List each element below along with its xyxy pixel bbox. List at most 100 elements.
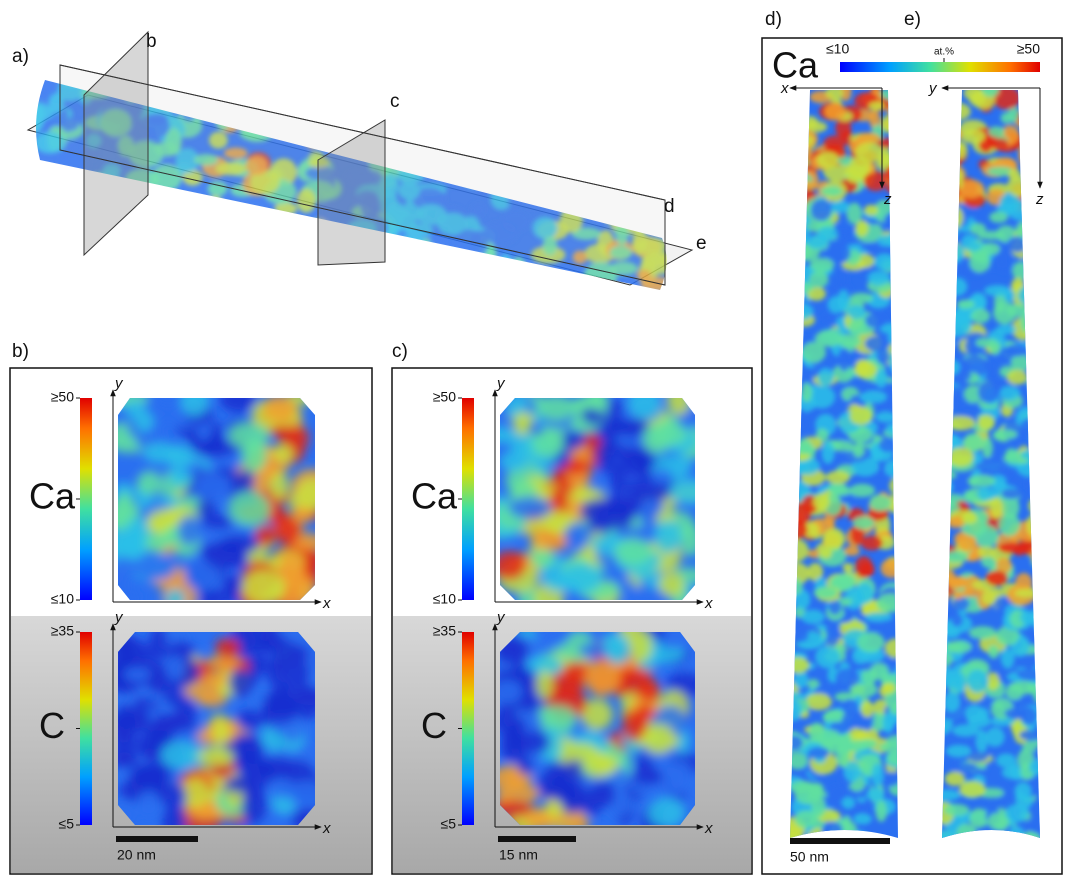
heatmap-blob xyxy=(836,270,848,287)
heatmap-blob xyxy=(285,70,318,86)
heatmap-blob xyxy=(432,261,465,289)
heatmap-blob xyxy=(565,115,581,134)
scale-bar xyxy=(116,836,198,842)
heatmap-blob xyxy=(614,538,652,566)
heatmap-blob xyxy=(419,260,435,274)
heatmap-blob xyxy=(260,242,275,256)
heatmap-blob xyxy=(637,140,656,156)
heatmap-blob xyxy=(811,796,825,818)
heatmap-blob xyxy=(660,633,686,648)
heatmap-blob xyxy=(790,780,813,793)
heatmap-blob xyxy=(532,431,564,457)
heatmap-blob xyxy=(297,81,311,98)
heatmap-blob xyxy=(119,261,146,274)
heatmap-blob xyxy=(825,103,846,121)
heatmap-blob xyxy=(561,563,602,593)
heatmap-blob xyxy=(855,556,873,578)
heatmap-blob xyxy=(581,145,613,170)
element-label: Ca xyxy=(772,45,819,86)
heatmap-blob xyxy=(632,767,662,785)
heatmap-blob xyxy=(409,70,439,98)
heatmap-blob xyxy=(613,106,636,133)
heatmap-blob xyxy=(135,279,153,296)
heatmap-blob xyxy=(120,641,153,668)
heatmap-blob xyxy=(258,214,288,235)
heatmap-blob xyxy=(619,139,641,153)
heatmap-blob xyxy=(441,270,461,286)
heatmap-blob xyxy=(238,263,259,279)
heatmap-blob xyxy=(822,441,835,464)
heatmap-blob xyxy=(495,114,509,130)
heatmap-blob xyxy=(1006,683,1024,700)
heatmap-blob xyxy=(488,83,508,103)
heatmap-blob xyxy=(196,501,216,519)
heatmap-blob xyxy=(410,103,434,123)
heatmap-blob xyxy=(988,813,1008,830)
heatmap-blob xyxy=(454,255,474,269)
heatmap-blob xyxy=(842,711,865,728)
heatmap-blob xyxy=(144,206,175,228)
heatmap-blob xyxy=(154,255,181,279)
heatmap-blob xyxy=(505,262,526,274)
heatmap-blob xyxy=(480,285,502,298)
heatmap-blob xyxy=(951,614,963,627)
axis-label: x xyxy=(780,80,789,97)
heatmap-blob xyxy=(242,570,286,605)
heatmap-blob xyxy=(625,150,655,166)
heatmap-blob xyxy=(564,523,592,548)
heatmap-blob xyxy=(1007,370,1028,385)
axis-label: x xyxy=(322,595,331,612)
heatmap-blob xyxy=(501,127,516,154)
heatmap-blob xyxy=(270,472,289,500)
colorbar-max: ≥50 xyxy=(51,389,74,405)
heatmap-blob xyxy=(854,361,877,378)
heatmap-blob xyxy=(810,783,824,795)
heatmap-blob xyxy=(823,528,846,550)
heatmap-blob xyxy=(623,109,649,126)
panel-a: a) b c d e xyxy=(12,31,707,306)
heatmap-blob xyxy=(857,632,885,652)
panel-de: d) e) Ca ≤10 at.% ≥50 x z y z 50 nm xyxy=(762,9,1062,874)
heatmap-blob xyxy=(53,225,86,237)
heatmap-blob xyxy=(348,89,382,111)
heatmap-blob xyxy=(652,170,685,187)
heatmap-blob xyxy=(853,516,875,529)
figure: a) b c d e b) c) d) e) Ca ≤10 at.% ≥5 xyxy=(0,0,1072,877)
heatmap-blob xyxy=(510,257,526,282)
heatmap-blob xyxy=(170,467,187,486)
heatmap-blob xyxy=(967,714,990,728)
heatmap-blob xyxy=(259,756,295,780)
heatmap-blob xyxy=(40,201,58,220)
heatmap-blob xyxy=(557,131,583,154)
heatmap-blob xyxy=(638,171,659,185)
heatmap-blob xyxy=(553,143,569,157)
heatmap-blob xyxy=(257,639,282,653)
heatmap-blob xyxy=(159,257,182,276)
heatmap-blob xyxy=(615,112,635,130)
colorbar-max: ≥50 xyxy=(1017,41,1040,57)
heatmap-blob xyxy=(945,640,972,653)
heatmap-blob xyxy=(585,660,621,695)
heatmap-blob xyxy=(132,554,177,580)
heatmap-blob xyxy=(992,138,1008,151)
heatmap-blob xyxy=(820,186,843,196)
heatmap-blob xyxy=(240,272,254,285)
heatmap-blob xyxy=(844,546,860,556)
heatmap-blob xyxy=(849,318,866,336)
element-label: Ca xyxy=(29,476,76,517)
heatmap-blob xyxy=(404,255,430,283)
heatmap-blob xyxy=(648,798,685,827)
heatmap-blob xyxy=(838,290,850,311)
heatmap-blob xyxy=(255,525,277,545)
heatmap-blob xyxy=(565,279,595,302)
heatmap-blob xyxy=(970,223,986,235)
heatmap-blob xyxy=(242,788,268,824)
heatmap-blob xyxy=(815,330,843,347)
colorbar-max: ≥35 xyxy=(51,623,74,639)
heatmap-blob xyxy=(240,279,273,306)
heatmap-blob xyxy=(201,206,215,231)
plane-label: d xyxy=(664,196,675,217)
heatmap-blob xyxy=(45,239,64,263)
heatmap-blob xyxy=(145,248,179,270)
heatmap-blob xyxy=(136,412,154,432)
